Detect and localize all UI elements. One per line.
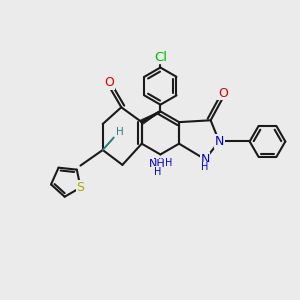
Text: H: H xyxy=(201,163,209,172)
Text: N: N xyxy=(200,153,210,166)
Text: O: O xyxy=(218,87,228,100)
Text: NH: NH xyxy=(149,159,166,169)
Text: N: N xyxy=(214,135,224,148)
Text: Cl: Cl xyxy=(154,51,167,64)
Text: H: H xyxy=(116,127,124,137)
Text: H: H xyxy=(165,158,172,168)
Text: S: S xyxy=(76,181,85,194)
Text: O: O xyxy=(104,76,114,89)
Text: N: N xyxy=(214,135,224,148)
Text: N: N xyxy=(200,153,210,166)
Text: NH: NH xyxy=(153,158,169,168)
Text: H: H xyxy=(202,163,210,172)
Text: H: H xyxy=(154,167,161,176)
